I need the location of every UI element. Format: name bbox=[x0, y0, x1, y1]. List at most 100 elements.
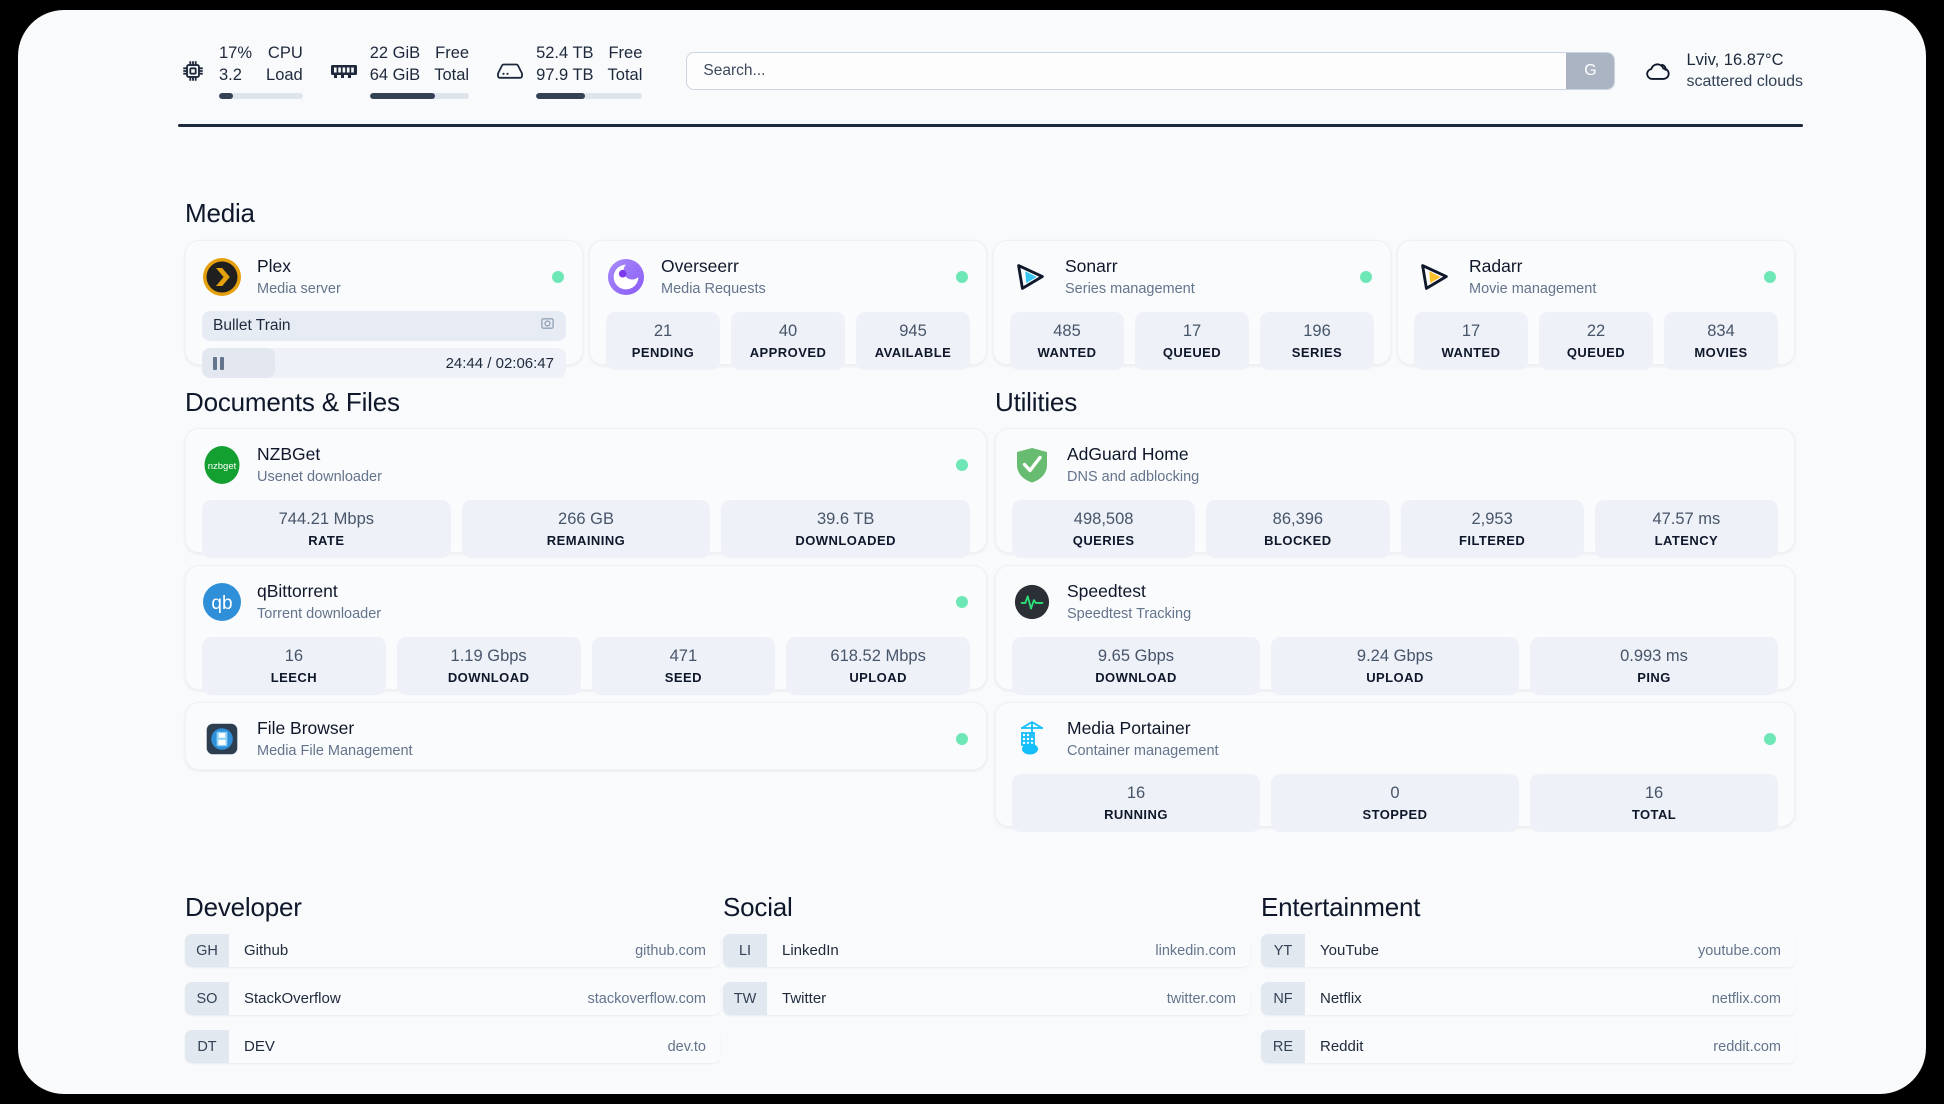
tile-value: 471 bbox=[669, 647, 698, 665]
bookmark-badge: GH bbox=[185, 934, 229, 967]
speedtest-name: Speedtest bbox=[1067, 581, 1146, 602]
bookmark-url: youtube.com bbox=[1697, 942, 1781, 959]
speedtest-tile-ping: 0.993 ms PING bbox=[1530, 637, 1778, 695]
weather-widget[interactable]: Lviv, 16.87°C scattered clouds bbox=[1643, 49, 1803, 94]
cpu-usage-bar bbox=[219, 92, 303, 99]
dashboard-page: 17% 3.2 CPU Load bbox=[18, 10, 1926, 1094]
plex-now-playing-title-row[interactable]: Bullet Train bbox=[202, 311, 566, 341]
bookmark-group-title-developer: Developer bbox=[185, 892, 302, 922]
bookmark-badge: YT bbox=[1261, 934, 1305, 967]
overseerr-tile-approved: 40 APPROVED bbox=[731, 312, 845, 370]
card-sonarr[interactable]: Sonarr Series management 485 WANTED 17 Q… bbox=[993, 240, 1391, 370]
radarr-name: Radarr bbox=[1469, 256, 1523, 277]
bookmark-item-netflix[interactable]: NF Netflix netflix.com bbox=[1261, 982, 1795, 1015]
bookmark-item-youtube[interactable]: YT YouTube youtube.com bbox=[1261, 934, 1795, 967]
memory-label-bottom: Total bbox=[434, 66, 470, 84]
tile-label: RUNNING bbox=[1104, 806, 1168, 822]
sonarr-tile-queued: 17 QUEUED bbox=[1135, 312, 1249, 370]
card-qbittorrent[interactable]: qb qBittorrent Torrent downloader 16 LEE… bbox=[185, 565, 987, 695]
tile-label: DOWNLOAD bbox=[1095, 669, 1177, 685]
svg-text:nzbget: nzbget bbox=[208, 461, 237, 472]
radarr-tile-wanted: 17 WANTED bbox=[1414, 312, 1528, 370]
bookmark-badge: SO bbox=[185, 982, 229, 1015]
card-portainer[interactable]: Media Portainer Container management 16 … bbox=[995, 702, 1795, 832]
search-bar[interactable]: G bbox=[686, 52, 1616, 90]
bookmark-item-dev[interactable]: DT DEV dev.to bbox=[185, 1030, 720, 1063]
card-nzbget[interactable]: nzbget NZBGet Usenet downloader 744.21 M… bbox=[185, 428, 987, 558]
memory-total-value: 64 GiB bbox=[369, 66, 421, 84]
plex-time-display: 24:44 / 02:06:47 bbox=[445, 354, 554, 372]
portainer-icon bbox=[1012, 719, 1052, 759]
cpu-load-value: 3.2 bbox=[219, 66, 242, 84]
tile-value: 498,508 bbox=[1073, 510, 1134, 528]
tile-label: QUEUED bbox=[1566, 344, 1626, 360]
tile-label: BLOCKED bbox=[1264, 532, 1332, 548]
adguard-tile-queries: 498,508 QUERIES bbox=[1012, 500, 1196, 558]
search-engine-button[interactable]: G bbox=[1566, 53, 1615, 89]
qbittorrent-tile-leech: 16 LEECH bbox=[202, 637, 386, 695]
overseerr-status-badge bbox=[956, 271, 968, 283]
plex-cast-icon[interactable] bbox=[540, 316, 555, 336]
tile-value: 945 bbox=[899, 322, 927, 340]
tile-label: APPROVED bbox=[749, 344, 827, 360]
overseerr-name: Overseerr bbox=[661, 256, 739, 277]
tile-label: UPLOAD bbox=[849, 669, 907, 685]
tile-value: 39.6 TB bbox=[816, 510, 875, 528]
tile-value: 0 bbox=[1390, 784, 1400, 802]
memory-label-top: Free bbox=[435, 44, 470, 63]
radarr-icon bbox=[1414, 257, 1454, 297]
radarr-tile-movies: 834 MOVIES bbox=[1664, 312, 1778, 370]
pause-icon[interactable] bbox=[213, 356, 224, 370]
bookmark-badge: LI bbox=[723, 934, 767, 967]
overseerr-tile-pending: 21 PENDING bbox=[606, 312, 720, 370]
tile-label: LEECH bbox=[270, 669, 318, 685]
bookmark-item-reddit[interactable]: RE Reddit reddit.com bbox=[1261, 1030, 1795, 1063]
qbittorrent-tile-download: 1.19 Gbps DOWNLOAD bbox=[396, 637, 581, 695]
adguard-tile-latency: 47.57 ms LATENCY bbox=[1594, 500, 1778, 558]
memory-usage-bar bbox=[369, 92, 470, 99]
radarr-tile-queued: 22 QUEUED bbox=[1539, 312, 1653, 370]
tile-value: 196 bbox=[1303, 322, 1331, 340]
card-speedtest[interactable]: Speedtest Speedtest Tracking 9.65 Gbps D… bbox=[995, 565, 1795, 695]
portainer-tile-total: 16 TOTAL bbox=[1530, 774, 1778, 832]
card-radarr[interactable]: Radarr Movie management 17 WANTED 22 QUE… bbox=[1397, 240, 1795, 370]
tile-value: 485 bbox=[1053, 322, 1081, 340]
bookmark-item-twitter[interactable]: TW Twitter twitter.com bbox=[723, 982, 1250, 1015]
bookmark-item-github[interactable]: GH Github github.com bbox=[185, 934, 720, 967]
bookmark-name: Netflix bbox=[1320, 990, 1362, 1007]
tile-value: 834 bbox=[1707, 322, 1735, 340]
bookmark-item-stackoverflow[interactable]: SO StackOverflow stackoverflow.com bbox=[185, 982, 720, 1015]
tile-label: LATENCY bbox=[1654, 532, 1719, 548]
adguard-tile-filtered: 2,953 FILTERED bbox=[1400, 500, 1584, 558]
tile-label: QUEUED bbox=[1162, 344, 1222, 360]
tile-label: WANTED bbox=[1441, 344, 1501, 360]
tile-label: DOWNLOAD bbox=[447, 669, 530, 685]
bookmark-item-linkedin[interactable]: LI LinkedIn linkedin.com bbox=[723, 934, 1250, 967]
bookmark-name: YouTube bbox=[1320, 942, 1379, 959]
header-divider bbox=[178, 124, 1803, 127]
card-plex[interactable]: Plex Media server Bullet Train 24:44 / 0… bbox=[185, 240, 583, 378]
plex-progress-bar[interactable]: 24:44 / 02:06:47 bbox=[202, 348, 566, 378]
radarr-status-badge bbox=[1764, 271, 1776, 283]
qbittorrent-status-badge bbox=[956, 596, 968, 608]
portainer-tile-stopped: 0 STOPPED bbox=[1271, 774, 1519, 832]
tile-value: 17 bbox=[1182, 322, 1202, 340]
bookmark-name: DEV bbox=[244, 1038, 275, 1055]
nzbget-subtitle: Usenet downloader bbox=[257, 468, 382, 485]
tile-value: 266 GB bbox=[558, 510, 614, 528]
bookmark-url: netflix.com bbox=[1711, 990, 1781, 1007]
tile-label: SEED bbox=[664, 669, 702, 685]
disk-stat-group: 52.4 TB 97.9 TB Free Total bbox=[495, 43, 643, 99]
bookmark-name: Github bbox=[244, 942, 289, 959]
search-input[interactable] bbox=[687, 53, 1567, 89]
card-adguard[interactable]: AdGuard Home DNS and adblocking 498,508 … bbox=[995, 428, 1795, 558]
card-filebrowser[interactable]: File Browser Media File Management bbox=[185, 702, 987, 770]
svg-text:qb: qb bbox=[211, 593, 232, 614]
memory-stat-group: 22 GiB 64 GiB Free Total bbox=[329, 43, 470, 99]
card-overseerr[interactable]: Overseerr Media Requests 21 PENDING 40 A… bbox=[589, 240, 987, 370]
header-bar: 17% 3.2 CPU Load bbox=[178, 36, 1803, 106]
tile-label: UPLOAD bbox=[1366, 669, 1424, 685]
nzbget-name: NZBGet bbox=[257, 444, 321, 465]
tile-label: TOTAL bbox=[1631, 806, 1677, 822]
bookmark-url: twitter.com bbox=[1166, 990, 1236, 1007]
